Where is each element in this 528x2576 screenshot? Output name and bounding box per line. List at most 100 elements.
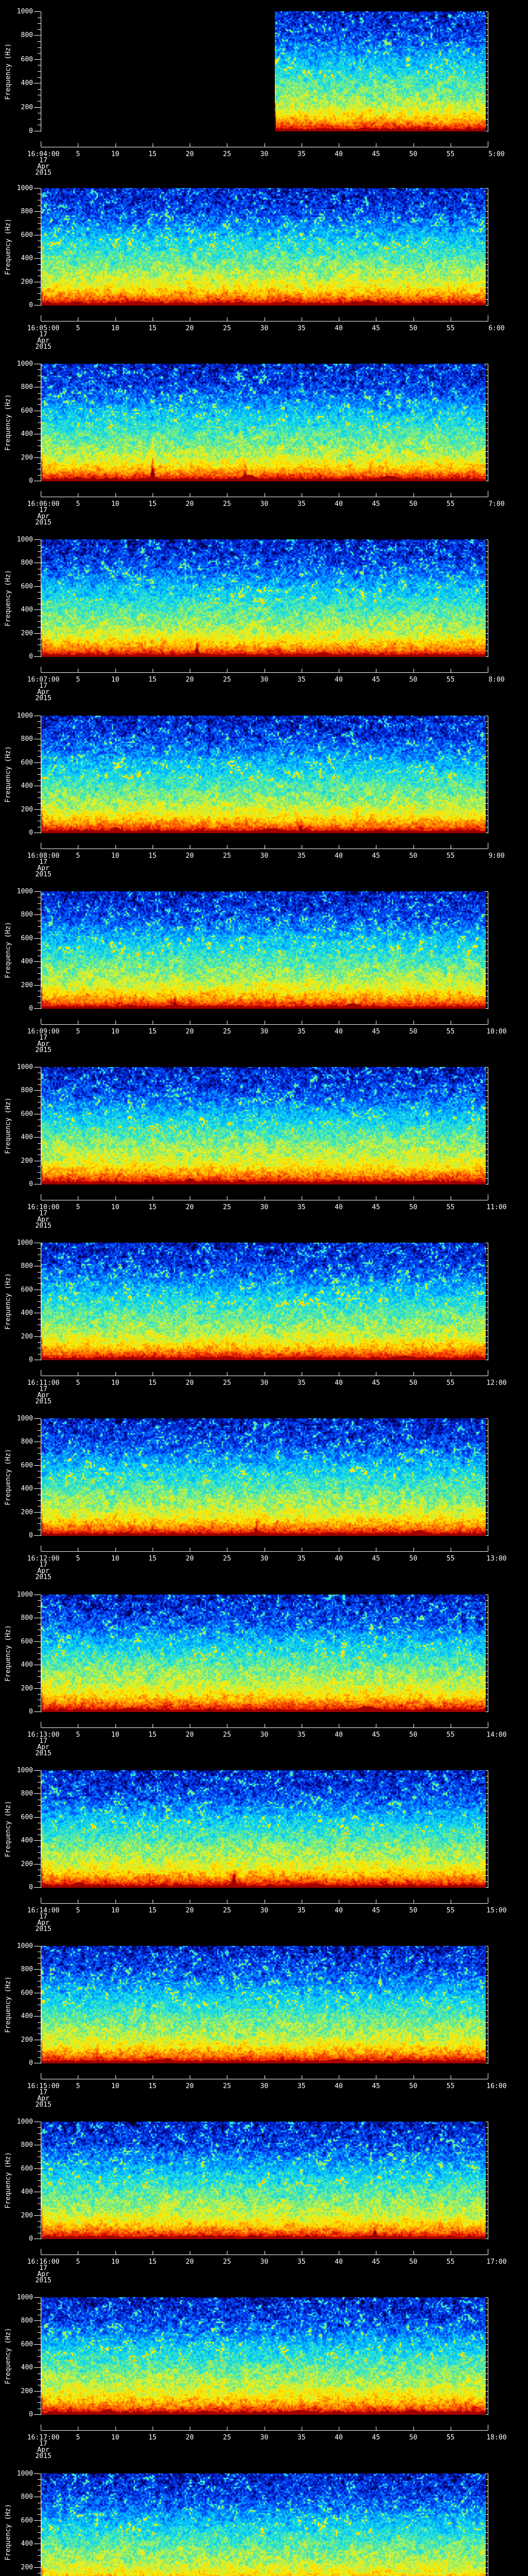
spectrogram-image [41,1243,486,1360]
date-line: Apr [37,513,50,520]
x-tick-label: 20 [186,150,194,158]
x-axis-start-time: 16:07:00 [27,676,60,684]
date-line: 17 [39,1561,47,1569]
date-line: Apr [37,1743,50,1751]
x-tick-label: 5 [76,1555,80,1563]
y-tick-label: 400 [21,782,33,790]
x-tick-label: 50 [409,2434,418,2442]
date-line: Apr [37,865,50,872]
x-tick-label: 20 [186,1907,194,1914]
x-tick-label: 40 [335,1379,343,1387]
y-tick-label: 600 [21,934,33,942]
date-line: 17 [39,682,47,690]
x-axis-end-time: 7:00 [488,500,505,508]
y-tick-label: 200 [21,2387,33,2395]
x-tick-label: 55 [446,676,455,684]
x-axis-end-time: 13:00 [486,1555,507,1563]
spectrogram-image [41,2122,486,2239]
spectrogram-image [41,188,486,306]
x-axis-start-time: 16:14:00 [27,1907,60,1914]
y-axis-title: Frequency (Hz) [4,2152,12,2209]
y-tick-label: 1000 [16,712,33,720]
y-tick-label: 600 [21,758,33,767]
y-tick-label: 1000 [16,1942,33,1950]
x-tick-label: 10 [111,500,120,508]
spectrogram-image [41,716,486,833]
y-tick-label: 400 [21,2188,33,2196]
y-tick-label: 0 [29,1180,33,1188]
x-tick-label: 35 [297,1379,306,1387]
y-tick-label: 400 [21,2012,33,2021]
y-tick-label: 400 [21,1309,33,1317]
y-axis-title: Frequency (Hz) [4,1449,12,1505]
y-tick-label: 200 [21,805,33,814]
spectrogram-image [41,1770,486,1888]
y-tick-label: 600 [21,2340,33,2348]
y-tick-label: 600 [21,2516,33,2524]
x-tick-label: 45 [372,150,381,158]
x-tick-label: 55 [446,1907,455,1914]
x-tick-label: 50 [409,150,418,158]
x-tick-label: 50 [409,500,418,508]
date-line: 2015 [35,694,52,702]
date-line: 2015 [35,169,52,177]
y-tick-label: 800 [21,31,33,40]
y-axis-title: Frequency (Hz) [4,1976,12,2033]
x-tick-label: 40 [335,852,343,860]
y-tick-label: 600 [21,1989,33,1997]
y-axis-title: Frequency (Hz) [4,746,12,803]
x-tick-label: 25 [223,1555,232,1563]
x-tick-label: 30 [260,1555,269,1563]
y-axis-title: Frequency (Hz) [4,1273,12,1330]
date-line: 17 [39,1034,47,1042]
y-axis-title: Frequency (Hz) [4,2504,12,2561]
x-tick-label: 25 [223,1731,232,1739]
spectrogram-image [41,1418,486,1536]
x-tick-label: 30 [260,500,269,508]
x-tick-label: 50 [409,2258,418,2266]
x-tick-label: 10 [111,676,120,684]
x-tick-label: 25 [223,2258,232,2266]
x-tick-label: 15 [148,852,157,860]
x-axis-start-time: 16:06:00 [27,500,60,508]
y-tick-label: 200 [21,1684,33,1692]
date-line: Apr [37,2270,50,2278]
y-tick-label: 800 [21,735,33,743]
y-tick-label: 600 [21,1285,33,1294]
x-tick-label: 25 [223,1379,232,1387]
y-tick-label: 400 [21,1485,33,1493]
date-line: 17 [39,858,47,866]
y-tick-label: 0 [29,301,33,309]
date-line: 2015 [35,1398,52,1405]
y-tick-label: 600 [21,1110,33,1118]
y-tick-label: 0 [29,2411,33,2418]
x-tick-label: 20 [186,325,194,332]
x-tick-label: 20 [186,500,194,508]
y-tick-label: 1000 [16,1415,33,1422]
x-tick-label: 10 [111,2258,120,2266]
x-axis-start-time: 16:05:00 [27,325,60,332]
x-tick-label: 20 [186,1731,194,1739]
y-tick-label: 1000 [16,2118,33,2126]
x-axis-start-time: 16:12:00 [27,1555,60,1563]
y-tick-label: 800 [21,1087,33,1095]
y-tick-label: 200 [21,1332,33,1341]
x-tick-label: 30 [260,676,269,684]
x-tick-label: 5 [76,1731,80,1739]
x-tick-label: 10 [111,2082,120,2090]
x-tick-label: 45 [372,2258,381,2266]
y-tick-label: 400 [21,1661,33,1669]
x-axis-start-time: 16:04:00 [27,150,60,158]
spectrogram-image [41,1595,486,1712]
x-axis-start-time: 16:08:00 [27,852,60,860]
y-tick-label: 0 [29,653,33,660]
date-line: Apr [37,1392,50,1399]
y-tick-label: 1000 [16,1063,33,1071]
x-tick-label: 5 [76,852,80,860]
x-tick-label: 25 [223,1204,232,1211]
x-tick-label: 5 [76,150,80,158]
x-tick-label: 50 [409,1555,418,1563]
x-tick-label: 15 [148,325,157,332]
x-tick-label: 45 [372,1731,381,1739]
y-tick-label: 0 [29,1356,33,1364]
